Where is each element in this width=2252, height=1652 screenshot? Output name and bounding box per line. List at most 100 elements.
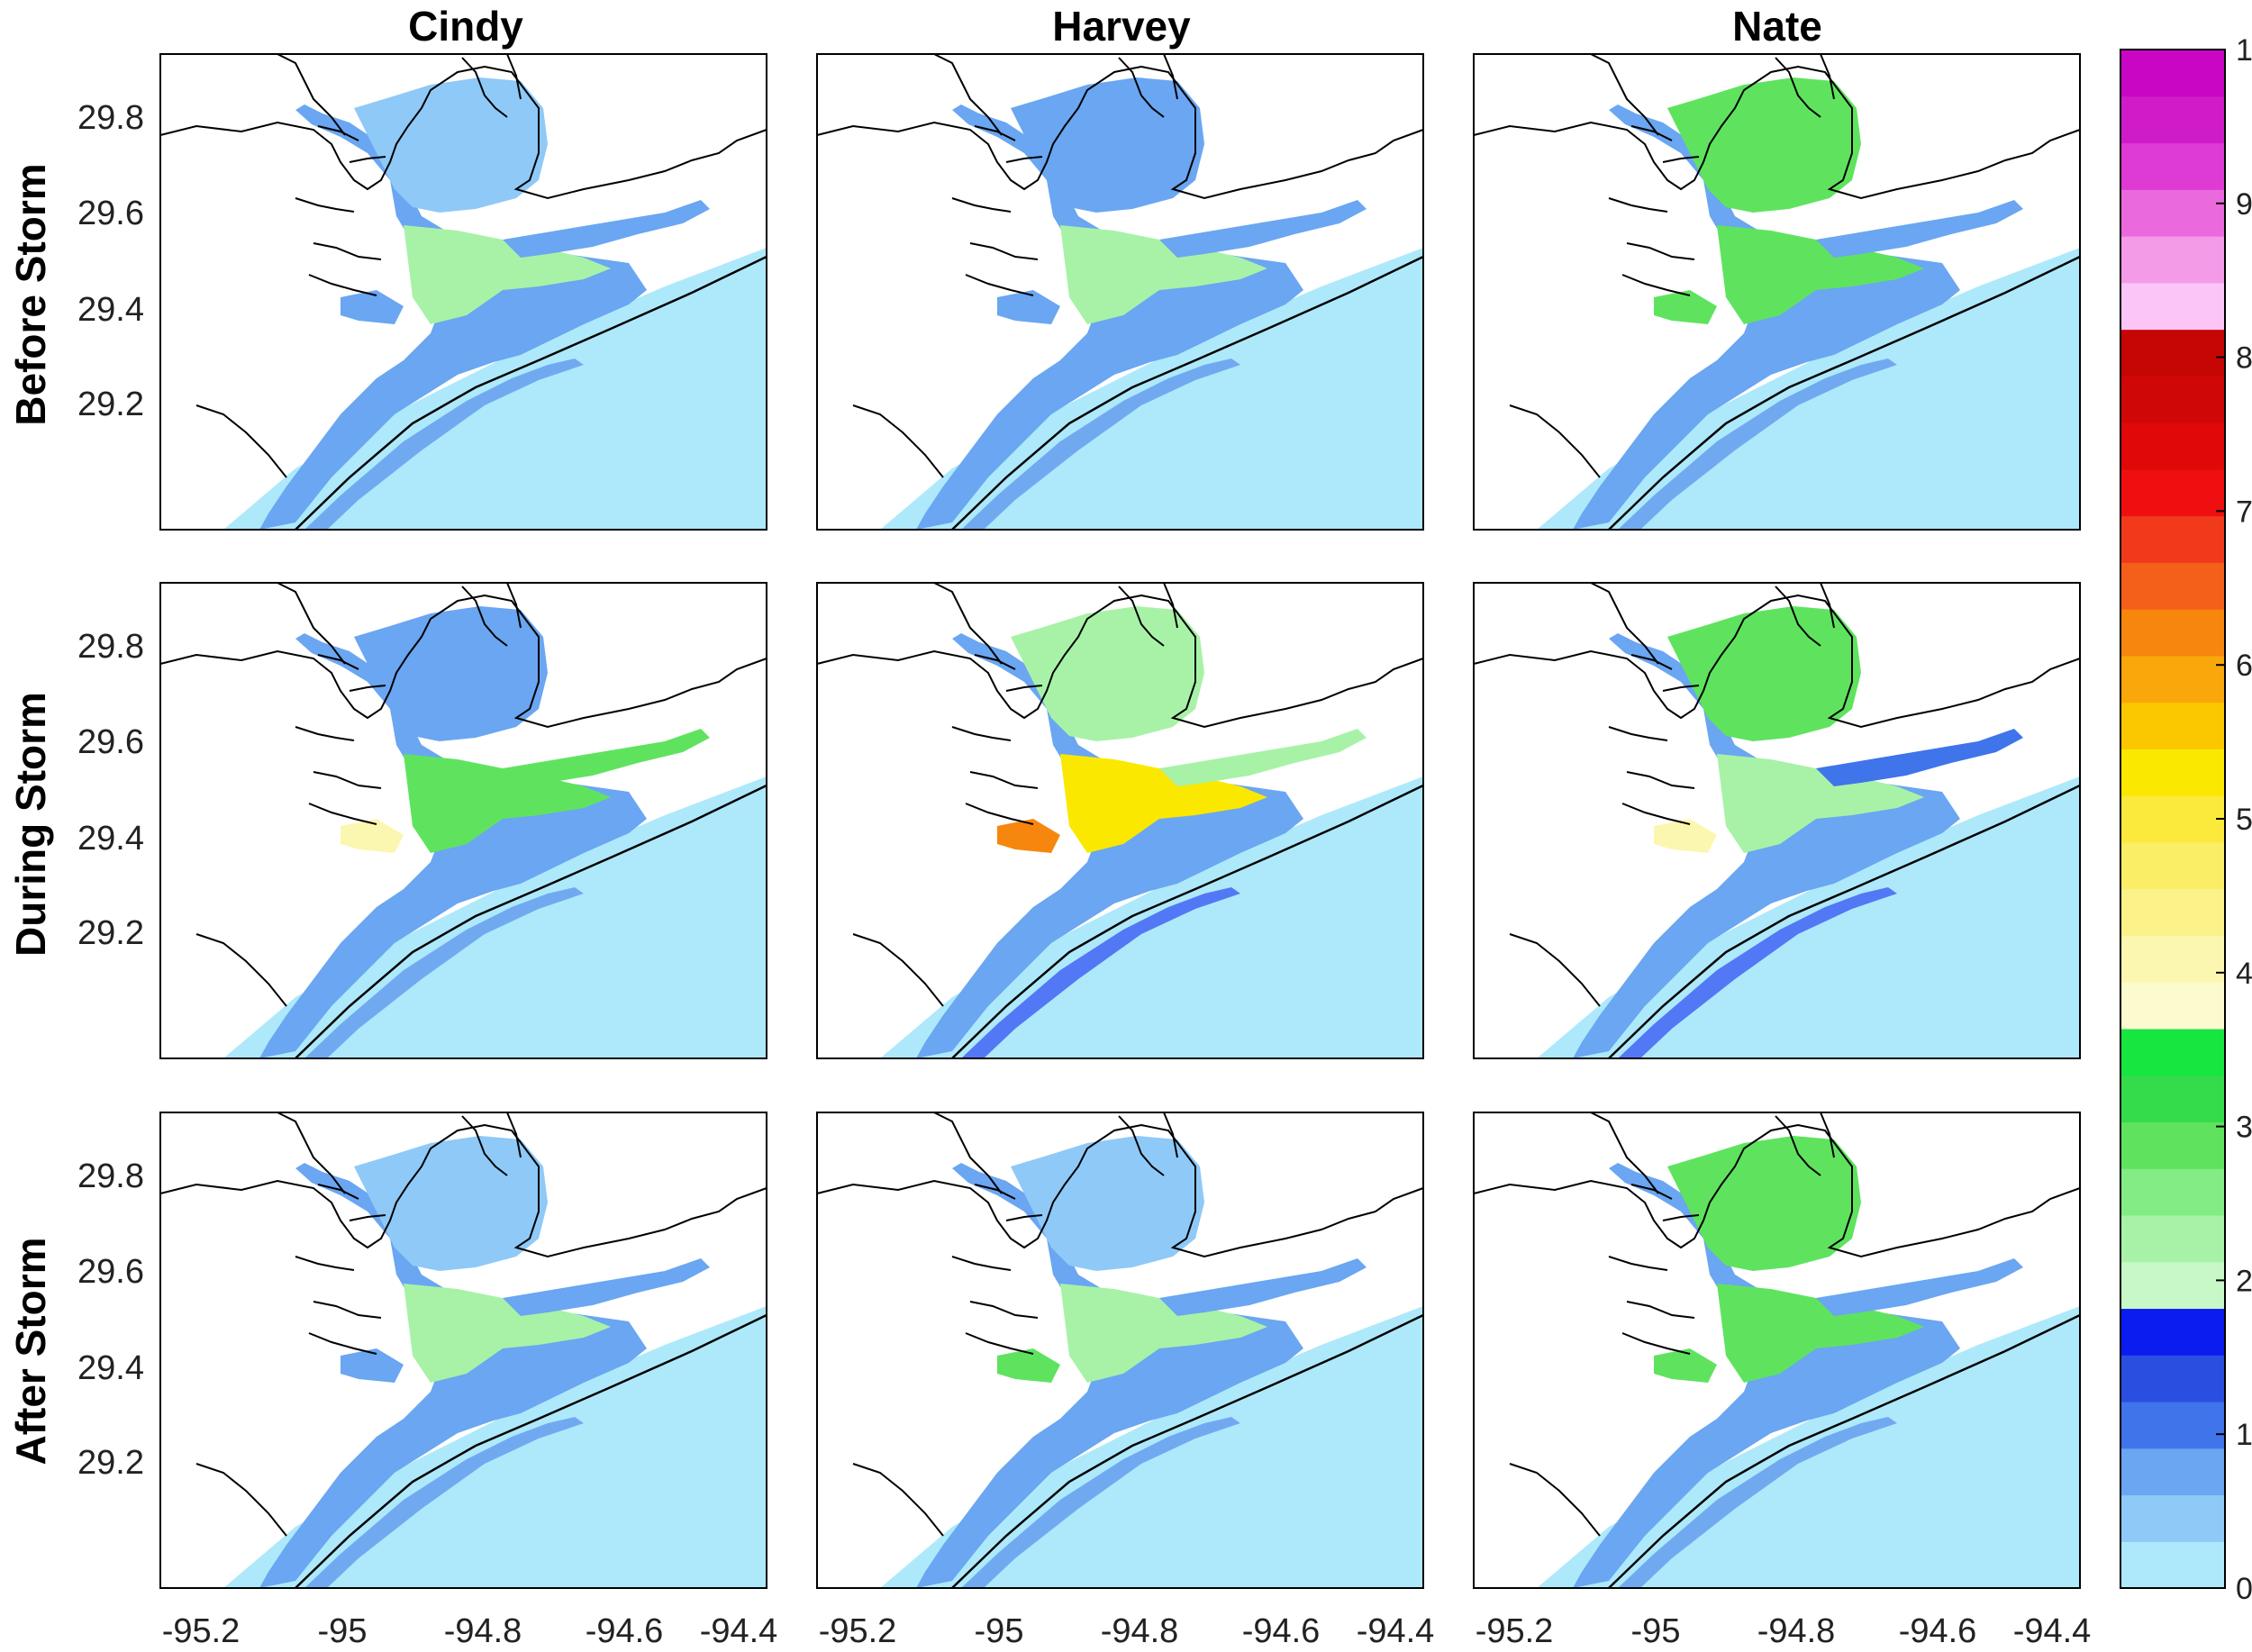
river-9 [1820, 582, 1835, 629]
river-4 [1621, 274, 1691, 296]
coastline [1473, 594, 2081, 729]
mid-bay [404, 225, 611, 324]
west-bay-inlet [341, 1348, 404, 1383]
colorbar-segment [2120, 655, 2225, 703]
river-1 [933, 53, 1003, 136]
river-1 [277, 53, 346, 136]
river-5 [852, 933, 944, 1007]
latitude-tick-label: 29.6 [77, 1253, 144, 1291]
panel-frame [816, 582, 1424, 1059]
barrier-island-coast [951, 784, 1424, 1059]
river-2 [951, 726, 1012, 741]
river-9 [1163, 53, 1178, 100]
river-8 [461, 1115, 508, 1176]
river-3 [969, 242, 1039, 260]
coastline [816, 1123, 1424, 1258]
coastline [1473, 65, 2081, 200]
east-bay [1816, 200, 2023, 258]
river-1 [1590, 53, 1659, 136]
barrier-island-coast [1608, 255, 2081, 531]
river-8 [1775, 1115, 1821, 1176]
river-1 [933, 582, 1003, 665]
river-5 [852, 1463, 944, 1537]
map-panel-cindy-during [159, 582, 767, 1059]
colorbar-segment [2120, 142, 2225, 190]
latitude-tick-label: 29.4 [77, 820, 144, 858]
river-2 [295, 726, 355, 741]
latitude-tick-label: 29.8 [77, 99, 144, 137]
barrier-island-coast [1608, 784, 2081, 1059]
nearshore-band [304, 887, 584, 1058]
river-6 [1630, 125, 1673, 141]
river-2 [1608, 726, 1668, 741]
colorbar: 0 1 2 3 4 5 6 7 8 9 10 [2120, 33, 2252, 1606]
river-3 [969, 1301, 1039, 1319]
river-5 [195, 1463, 287, 1537]
longitude-tick-label: -95 [975, 1612, 1024, 1650]
colorbar-segment [2120, 562, 2225, 610]
longitude-tick-label: -94.6 [1242, 1612, 1321, 1650]
latitude-tick-labels: 29.8 29.6 29.4 29.2 29.8 29.6 29.4 29.2 29.8 29.6… [77, 99, 144, 1482]
river-7 [1662, 156, 1700, 163]
river-5 [195, 933, 287, 1007]
barrier-island-coast [1608, 1313, 2081, 1589]
river-9 [506, 582, 522, 629]
colorbar-segment [2120, 795, 2225, 843]
map-panel-cindy-after [159, 1112, 767, 1589]
colorbar-tick-label: 9 [2236, 187, 2252, 222]
river-6 [317, 654, 359, 670]
river-2 [1608, 197, 1668, 213]
colorbar-tick-label: 7 [2236, 495, 2252, 529]
gulf-water [160, 248, 767, 530]
river-5 [1509, 933, 1601, 1007]
colorbar-segment [2120, 1541, 2225, 1589]
colorbar-segment [2120, 1168, 2225, 1216]
coastline [159, 594, 767, 729]
colorbar-tick-label: 0 [2236, 1572, 2252, 1606]
river-6 [974, 1184, 1016, 1200]
colorbar-tick-label: 5 [2236, 803, 2252, 837]
colorbar-segment [2120, 841, 2225, 890]
coastline [816, 65, 1424, 200]
barrier-island-coast [295, 1313, 767, 1589]
column-title-nate: Nate [1732, 3, 1822, 50]
gulf-water [817, 1306, 1423, 1588]
panel-frame [1473, 582, 2081, 1059]
west-bay-inlet [997, 819, 1060, 853]
panel-frame [159, 53, 767, 531]
longitude-tick-label: -94.4 [700, 1612, 778, 1650]
west-bay-inlet [341, 819, 404, 853]
river-3 [313, 242, 382, 260]
longitude-tick-label: -94.4 [1357, 1612, 1435, 1650]
gulf-water [817, 776, 1423, 1058]
river-6 [974, 125, 1016, 141]
map-panel-harvey-after [816, 1112, 1424, 1589]
west-bay-inlet [1654, 819, 1717, 853]
latitude-tick-label: 29.6 [77, 723, 144, 761]
river-4 [1621, 1332, 1691, 1355]
colorbar-segment [2120, 888, 2225, 936]
mid-bay [1060, 225, 1267, 324]
river-3 [313, 1301, 382, 1319]
colorbar-segment [2120, 95, 2225, 144]
colorbar-tick-label: 1 [2236, 1418, 2252, 1452]
river-8 [1118, 585, 1165, 647]
longitude-tick-label: -94.4 [2013, 1612, 2092, 1650]
river-1 [277, 1112, 346, 1194]
mid-bay [404, 1284, 611, 1383]
colorbar-segment [2120, 422, 2225, 470]
river-5 [1509, 1463, 1601, 1537]
colorbar-segment [2120, 515, 2225, 563]
east-bay [503, 1258, 710, 1316]
mid-bay [404, 754, 611, 853]
latitude-tick-label: 29.2 [77, 386, 144, 423]
river-9 [506, 1112, 522, 1158]
west-bay-inlet [997, 290, 1060, 324]
river-7 [349, 685, 386, 692]
colorbar-segment [2120, 1401, 2225, 1449]
river-7 [349, 156, 386, 163]
latitude-tick-label: 29.8 [77, 628, 144, 666]
river-2 [951, 197, 1012, 213]
mid-bay [1060, 754, 1267, 853]
